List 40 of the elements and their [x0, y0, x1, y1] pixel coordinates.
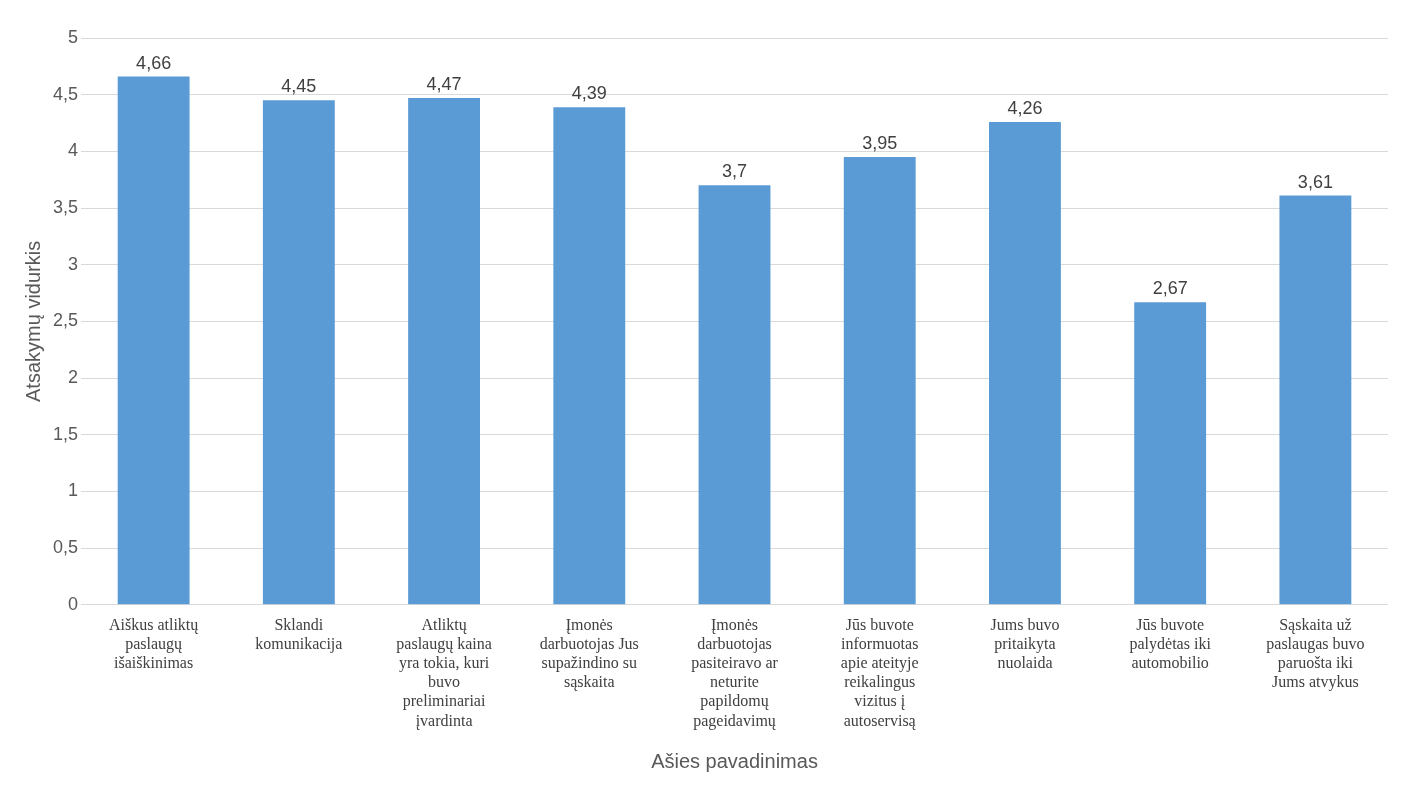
y-tick-label: 4: [68, 140, 79, 161]
y-tick-label: 3: [68, 253, 79, 274]
bar: [698, 185, 771, 605]
data-label: 3,95: [862, 133, 898, 153]
x-tick-label: Įmonės darbuotojas pasiteiravo ar neturite papildomų pageidavimų: [691, 615, 779, 730]
data-label: 4,45: [281, 76, 317, 97]
x-tick-label: Įmonės darbuotojas Jus supažindino su sąskaita: [539, 615, 639, 692]
data-label: 3,7: [722, 161, 748, 182]
bar: [1279, 195, 1352, 605]
x-tick-label: Aiškus atliktų paslaugų išaiškinimas: [108, 615, 200, 671]
x-tick-label: Jums buvo pritaikyta nuolaida: [990, 615, 1060, 671]
y-tick-label: 1: [68, 480, 79, 501]
y-tick-label: 0: [68, 593, 79, 614]
x-axis-title: Ašies pavadinimas: [651, 749, 818, 772]
bar: [117, 76, 190, 605]
bar: [989, 121, 1061, 605]
x-tick-label: Jūs buvote palydėtas iki automobilio: [1129, 615, 1212, 671]
data-label: 4,66: [136, 52, 172, 73]
y-tick-label: 2: [68, 367, 79, 388]
x-tick-label: Jūs buvote informuotas apie ateityje reikalingus vizitus į autoservisą: [840, 615, 919, 730]
bar: [262, 100, 335, 605]
data-label: 4,39: [571, 83, 607, 104]
y-tick-label: 2,5: [52, 310, 79, 331]
bar: [553, 107, 626, 605]
y-tick-label: 5: [68, 26, 79, 47]
data-label: 4,47: [426, 74, 462, 95]
data-label: 3,61: [1297, 171, 1333, 192]
data-label: 4,26: [1007, 97, 1043, 118]
bar: [408, 98, 481, 605]
bar: [1134, 302, 1207, 605]
y-axis-title: Atsakymų vidurkis: [21, 240, 44, 402]
x-tick-label: Sklandi komunikacija: [255, 615, 343, 653]
bar: [843, 157, 916, 605]
x-tick-label: Sąskaita už paslaugas buvo paruošta iki Jums atvykus: [1266, 615, 1365, 692]
y-tick-label: 4,5: [52, 83, 79, 104]
y-tick-label: 3,5: [52, 197, 79, 218]
y-tick-label: 0,5: [52, 537, 79, 558]
x-tick-label: Atliktų paslaugų kaina yra tokia, kuri buvo preliminariai įvardinta: [396, 615, 492, 730]
y-tick-label: 1,5: [52, 423, 79, 444]
data-label: 2,67: [1152, 278, 1188, 299]
